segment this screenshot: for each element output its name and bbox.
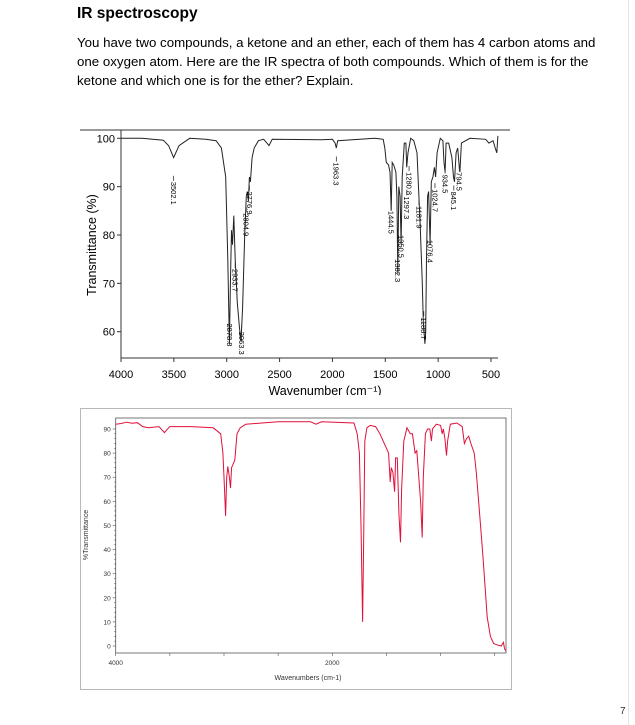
peak-label: 1382.3 (393, 259, 402, 282)
page-title: IR spectroscopy (77, 5, 198, 22)
y-tick-label: 80 (103, 451, 111, 458)
y-tick-label: 80 (103, 230, 115, 242)
peak-label: 2776.9 (245, 191, 254, 214)
page-edge (628, 0, 629, 725)
peak-label: 794.5 (455, 172, 464, 191)
x-tick-label: 1000 (426, 369, 450, 381)
peak-label: 934.5 (441, 175, 450, 194)
y-tick-label: 60 (103, 327, 115, 339)
page-number: 7 (620, 706, 626, 717)
ir-spectrum-2-svg: 0 10 20 30 40 50 60 70 80 90 4000 2000 Wavenumbers (… (83, 417, 507, 682)
y-tick-label: 90 (103, 427, 111, 434)
x-tick-label: 3500 (162, 369, 186, 381)
x-tick-label: 2500 (267, 369, 291, 381)
y-tick-label: 50 (103, 523, 111, 530)
peak-label: 2878.8 (225, 323, 234, 346)
y-tick-label: 40 (103, 547, 111, 554)
peak-label: 2933.7 (231, 269, 240, 292)
peak-label: 1444.5 (387, 211, 396, 234)
x-axis-label: Wavenumbers (cm-1) (274, 675, 341, 682)
peak-label: 2804.9 (242, 213, 251, 236)
x-tick-label: 2000 (325, 660, 340, 667)
peak-label: 1024.7 (430, 189, 439, 212)
x-tick-label: 500 (482, 369, 500, 381)
x-tick-label: 2000 (320, 369, 344, 381)
peak-label: 1297.3 (402, 196, 411, 219)
plot-frame (115, 417, 507, 654)
y-tick-label: 70 (103, 278, 115, 290)
peak-label: 845.1 (449, 191, 458, 210)
y-tick-label: 30 (103, 571, 111, 578)
spectrum-line (115, 421, 507, 652)
x-tick-label: 3000 (214, 369, 238, 381)
y-axis-label: %Transmittance (83, 510, 90, 560)
x-axis-label: Wavenumber (cm⁻¹) (268, 384, 381, 395)
y-tick-label: 60 (103, 499, 111, 506)
spectrum-line (121, 135, 499, 344)
peak-label: 2963.3 (237, 332, 246, 355)
question-text: You have two compounds, a ketone and an … (77, 35, 596, 88)
peak-label: 3502.1 (169, 182, 178, 205)
y-tick-label: 70 (103, 475, 111, 482)
ir-spectrum-2: 0 10 20 30 40 50 60 70 80 90 4000 2000 Wavenumbers (… (80, 408, 512, 690)
y-axis-label: Transmittance (%) (85, 194, 99, 296)
peak-label: 1963.3 (332, 162, 341, 185)
y-tick-label: 0 (107, 644, 111, 651)
x-tick-label: 4000 (108, 660, 123, 667)
y-tick-label: 90 (103, 182, 115, 194)
peak-label: 1181.9 (414, 206, 423, 228)
peak-label: 1280.8 (404, 172, 413, 195)
y-tick-label: 10 (103, 619, 111, 626)
ir-spectrum-1: 60 70 80 90 100 4000 3500 3000 2500 2000 1500 1000 5… (80, 125, 510, 398)
ir-spectrum-1-svg: 60 70 80 90 100 4000 3500 3000 2500 2000 1500 1000 5… (80, 129, 510, 398)
x-tick-label: 4000 (109, 369, 133, 381)
y-tick-label: 20 (103, 595, 111, 602)
peak-label: 1188.7 (419, 317, 428, 339)
peak-label: 1350.5 (397, 235, 406, 258)
x-tick-label: 1500 (373, 369, 397, 381)
peak-label: 1076.4 (426, 240, 435, 263)
y-tick-label: 100 (97, 133, 115, 145)
